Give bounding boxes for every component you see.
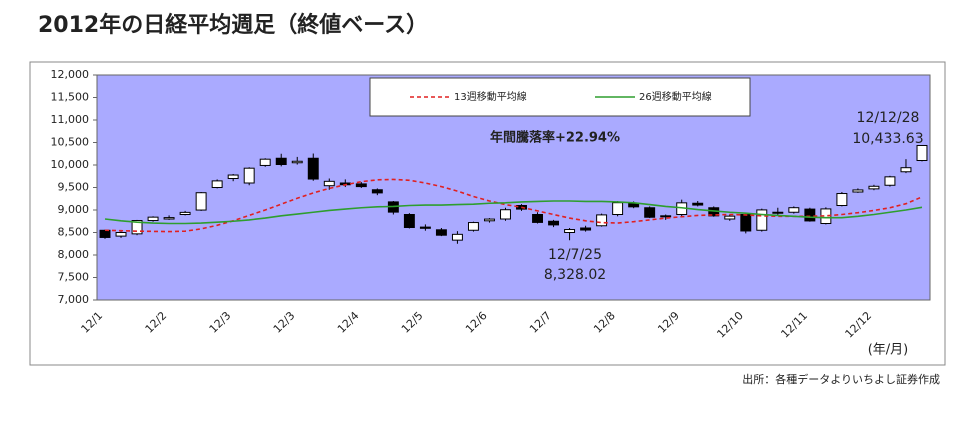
candle-body <box>644 207 656 218</box>
candle-body <box>211 180 223 188</box>
candle-body <box>900 167 912 173</box>
candle-body <box>131 220 143 235</box>
candle-body <box>275 157 287 166</box>
candle-body <box>756 209 768 231</box>
annotation: 8,328.02 <box>544 267 606 283</box>
y-tick-label: 9,000 <box>58 203 90 216</box>
moving-average-line <box>104 200 923 225</box>
candle-body <box>291 160 303 164</box>
y-tick-label: 8,500 <box>58 226 90 239</box>
candle-body <box>467 222 479 231</box>
y-tick-label: 10,500 <box>51 136 90 149</box>
y-tick-label: 7,500 <box>58 271 90 284</box>
candle-body <box>355 183 367 188</box>
candle-body <box>772 211 784 214</box>
candle-body <box>836 193 848 206</box>
legend-label: 26週移動平均線 <box>639 90 712 103</box>
candle-body <box>692 202 704 206</box>
candle-body <box>419 226 431 229</box>
candle-body <box>580 227 592 231</box>
candle-body <box>788 207 800 213</box>
candle-body <box>403 214 415 229</box>
candle-body <box>307 157 319 180</box>
source: 出所：各種データよりいちよし証券作成 <box>742 372 940 386</box>
y-tick-label: 8,000 <box>58 248 90 261</box>
candle-body <box>243 167 255 184</box>
annotation: 12/12/28 <box>857 110 920 126</box>
annotation: 12/7/25 <box>548 247 602 263</box>
candle-body <box>724 215 736 220</box>
candle-body <box>548 220 560 226</box>
y-tick-label: 11,000 <box>51 113 90 126</box>
candle-body <box>596 214 608 227</box>
chart-title: 2012年の日経平均週足（終値ベース） <box>38 12 428 38</box>
candle-body <box>179 211 191 215</box>
y-tick-label: 10,000 <box>51 158 90 171</box>
candle-body <box>660 215 672 218</box>
annotation: 年間騰落率+22.94% <box>490 130 620 146</box>
candle-body <box>500 209 511 220</box>
candle-body <box>99 229 111 238</box>
candle-body <box>884 176 896 186</box>
candle-body <box>259 158 271 166</box>
chart-frame <box>29 61 946 366</box>
legend-label: 13週移動平均線 <box>454 90 527 103</box>
candle-body <box>227 174 239 180</box>
candle-body <box>804 208 816 222</box>
candle-body <box>532 214 543 223</box>
candle-body <box>195 192 207 211</box>
candle-body <box>451 233 463 241</box>
candle-body <box>852 189 864 193</box>
y-tick-label: 7,000 <box>58 293 90 306</box>
y-tick-label: 9,500 <box>58 181 90 194</box>
annotation: 10,433.63 <box>852 131 923 147</box>
candle-body <box>435 229 447 236</box>
candle-body <box>564 229 576 233</box>
candle-body <box>868 185 880 190</box>
candle-body <box>147 216 159 222</box>
x-unit-label: (年/月) <box>868 343 909 358</box>
candle-body <box>323 180 335 187</box>
candle-body <box>115 232 127 237</box>
candle-body <box>740 214 752 232</box>
candle-body <box>163 217 175 220</box>
y-tick-label: 11,500 <box>51 91 90 104</box>
y-tick-label: 12,000 <box>51 68 90 81</box>
candle-body <box>371 189 383 194</box>
candle-body <box>916 144 928 161</box>
candle-body <box>484 218 495 222</box>
candle-body <box>612 202 624 216</box>
